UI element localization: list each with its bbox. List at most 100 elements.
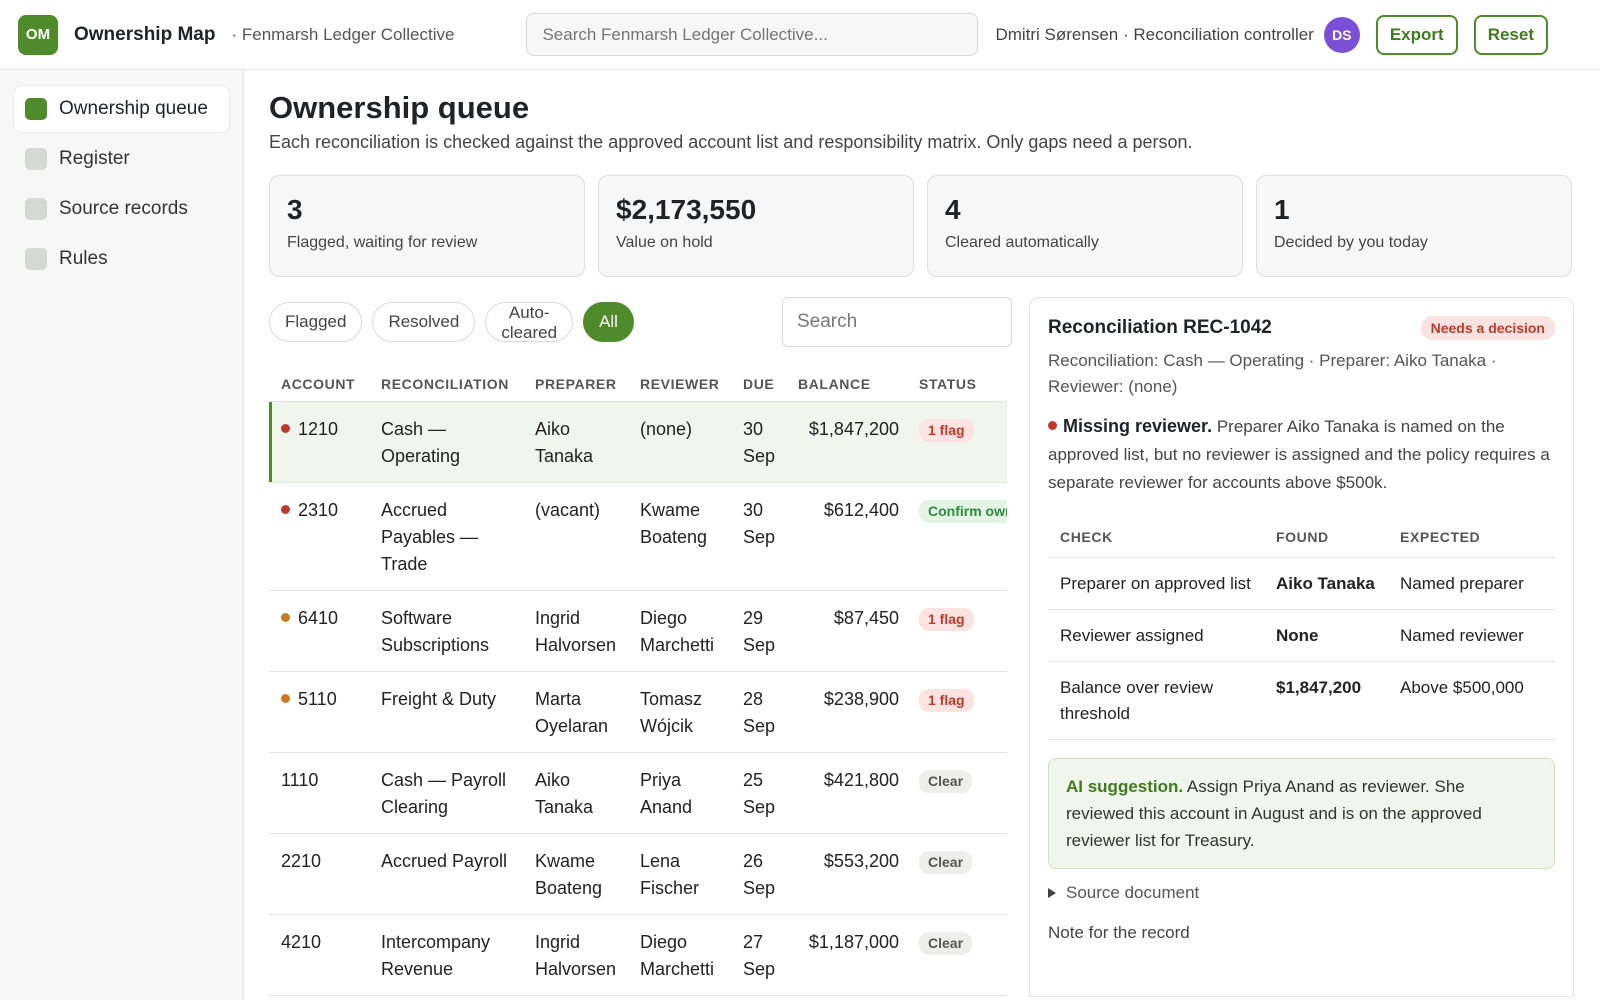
filter-chip-auto-cleared[interactable]: Auto-cleared [485,302,574,342]
cell-account: 5110 [269,671,369,753]
cell-preparer: Aiko Tanaka [523,752,628,834]
cell-due: 30 Sep [731,482,786,591]
sidebar-item-label: Ownership queue [59,98,208,119]
cell-balance: $612,400 [786,482,907,591]
source-document-toggle[interactable]: Source document [1048,883,1555,903]
issue-summary: Missing reviewer. Preparer Aiko Tanaka i… [1048,412,1555,497]
stat-value: $2,173,550 [616,194,757,225]
global-search-input[interactable] [526,13,979,56]
ai-suggestion-label: AI suggestion. [1066,776,1184,796]
column-header-preparer[interactable]: PREPARER [523,367,628,402]
cell-balance: $87,450 [786,590,907,672]
cell-reviewer: Diego Marchetti [628,590,731,672]
cell-due: 25 Sep [731,752,786,834]
stats-row: 3 Flagged, waiting for review $2,173,550… [269,175,1574,277]
status-badge: 1 flag [919,418,974,442]
stat-label: Decided by you today [1274,234,1428,251]
table-row[interactable]: 5110 Freight & Duty Marta Oyelaran Tomasz W… [269,671,1007,753]
status-badge: Needs a decision [1420,316,1555,340]
note-label: Note for the record [1048,922,1190,942]
cell-reconciliation: Accrued Payables — Trade [369,482,523,591]
check-row: Balance over review threshold $1,847,200… [1048,661,1555,740]
cell-status: 1 flag [907,590,1007,672]
user-name: Dmitri Sørensen · Reconciliation control… [995,24,1314,44]
nav-square-icon [25,148,47,170]
cell-balance: $238,900 [786,671,907,753]
column-header-status[interactable]: STATUS [907,367,1007,402]
sidebar-item-rules[interactable]: Rules [14,236,229,282]
caret-right-icon [1048,887,1056,898]
cell-due: 30 Sep [731,401,786,483]
detail-header: Reconciliation REC-1042 Needs a decision [1048,316,1555,340]
cell-account: 2210 [269,833,369,915]
check-expected: Named preparer [1388,557,1555,610]
stat-label: Flagged, waiting for review [287,234,478,251]
account-number: 4210 [281,931,322,952]
cell-reviewer: Lena Fischer [628,833,731,915]
main-content: Ownership queue Each reconciliation is c… [245,70,1600,1000]
cell-reviewer: (none) [628,401,731,483]
column-header-expected: EXPECTED [1388,517,1555,558]
table-row[interactable]: 4210 Intercompany Revenue Ingrid Halvorsen… [269,914,1007,996]
table-row[interactable]: 2310 Accrued Payables — Trade (vacant) Kwam… [269,482,1007,591]
issue-text: Preparer Aiko Tanaka is named on the app… [1048,417,1550,492]
stat-label: Value on hold [616,234,713,251]
check-row: Reviewer assigned None Named reviewer [1048,609,1555,662]
check-expected: Above $500,000 [1388,661,1555,740]
column-header-reviewer[interactable]: REVIEWER [628,367,731,402]
cell-status: 1 flag [907,401,1007,483]
check-expected: Named reviewer [1388,609,1555,662]
column-header-account[interactable]: ACCOUNT [269,367,369,402]
check-name: Balance over review threshold [1048,661,1264,740]
status-badge: Confirm owner [919,499,1007,523]
filter-chip-all[interactable]: All [583,302,634,342]
cell-reconciliation: Cash — Payroll Clearing [369,752,523,834]
avatar[interactable]: DS [1323,16,1360,53]
export-button[interactable]: Export [1375,14,1458,55]
status-dot-icon [281,504,290,514]
cell-reconciliation: Software Subscriptions [369,590,523,672]
detail-panel: Reconciliation REC-1042 Needs a decision… [1029,297,1574,997]
cell-account: 4210 [269,914,369,996]
table-body: 1210 Cash — Operating Aiko Tanaka (none) 30 … [269,401,1007,996]
cell-reviewer: Priya Anand [628,752,731,834]
ai-suggestion: AI suggestion. Assign Priya Anand as rev… [1048,757,1555,869]
sidebar-item-ownership-queue[interactable]: Ownership queue [14,86,229,132]
cell-reconciliation: Accrued Payroll [369,833,523,915]
table-row[interactable]: 6410 Software Subscriptions Ingrid Halvors… [269,590,1007,672]
cell-status: Clear [907,752,1007,834]
cell-account: 6410 [269,590,369,672]
column-header-reconciliation[interactable]: RECONCILIATION [369,367,523,402]
status-badge: Clear [919,850,973,874]
table-row[interactable]: 1210 Cash — Operating Aiko Tanaka (none) 30 … [269,401,1007,483]
reset-button[interactable]: Reset [1473,14,1548,55]
status-dot-icon [281,423,290,433]
check-row: Preparer on approved list Aiko Tanaka Na… [1048,557,1555,610]
cell-reconciliation: Cash — Operating [369,401,523,483]
account-number: 2210 [281,850,322,871]
table-search-input[interactable] [781,297,1012,347]
detail-title: Reconciliation REC-1042 [1048,317,1272,338]
ai-suggestion-text: Assign Priya Anand as reviewer. She revi… [1066,776,1482,850]
cell-preparer: Ingrid Halvorsen [523,914,628,996]
table-row[interactable]: 2210 Accrued Payroll Kwame Boateng Lena Fis… [269,833,1007,915]
stat-label: Cleared automatically [945,234,1099,251]
table-row[interactable]: 1110 Cash — Payroll Clearing Aiko Tanaka Pr… [269,752,1007,834]
sidebar-item-register[interactable]: Register [14,136,229,182]
stat-card-value-on-hold: $2,173,550 Value on hold [598,175,914,277]
column-header-due[interactable]: DUE [731,367,786,402]
sidebar-item-source-records[interactable]: Source records [14,186,229,232]
stat-card-flagged: 3 Flagged, waiting for review [269,175,585,277]
filter-chip-resolved[interactable]: Resolved [372,302,476,342]
column-header-balance[interactable]: BALANCE [786,367,907,402]
stat-card-decided: 1 Decided by you today [1256,175,1572,277]
check-found: Aiko Tanaka [1264,557,1388,610]
queue-list: Flagged Resolved Auto-cleared All ACCOUN… [269,297,1012,997]
sidebar-item-label: Register [59,148,130,169]
cell-reconciliation: Intercompany Revenue [369,914,523,996]
stat-card-cleared: 4 Cleared automatically [927,175,1243,277]
filter-chip-flagged[interactable]: Flagged [269,302,363,342]
status-dot-icon [281,612,290,622]
nav-square-icon [25,198,47,220]
sidebar-item-label: Rules [59,248,108,269]
